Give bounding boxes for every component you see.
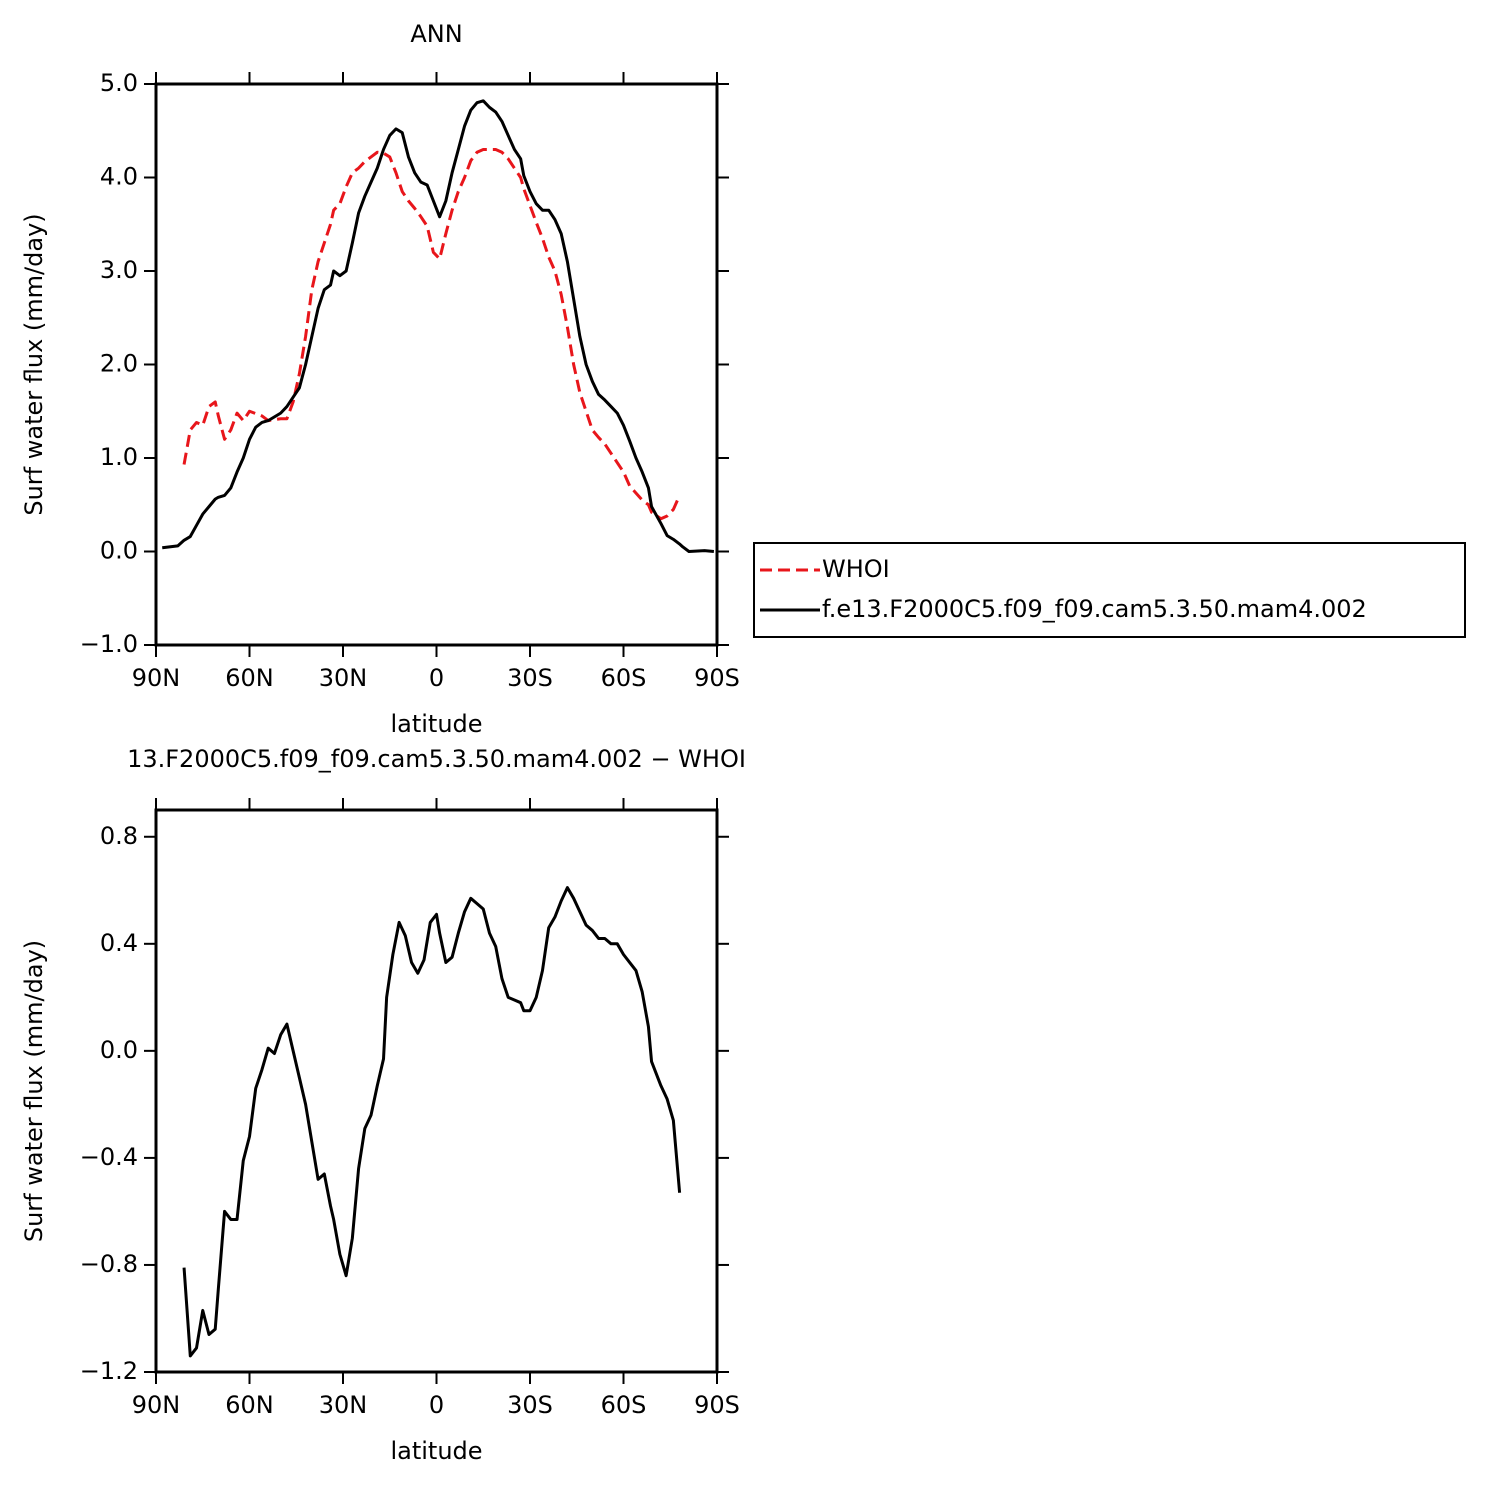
data-line xyxy=(182,886,682,1358)
data-line xyxy=(162,99,715,553)
legend-box xyxy=(753,542,1466,638)
x-tick-label: 30N xyxy=(319,1391,368,1419)
x-tick-label: 90N xyxy=(132,1391,181,1419)
chart-title: 13.F2000C5.f09_f09.cam5.3.50.mam4.002 − … xyxy=(127,745,746,773)
x-tick-label: 60S xyxy=(601,1391,647,1419)
y-tick-label: 1.0 xyxy=(100,443,138,471)
y-axis-label: Surf water flux (mm/day) xyxy=(20,940,48,1242)
x-tick-label: 30S xyxy=(507,1391,553,1419)
y-axis-label: Surf water flux (mm/day) xyxy=(20,213,48,515)
legend-label: WHOI xyxy=(822,555,890,583)
x-tick-label: 60S xyxy=(601,664,647,692)
plot-frame xyxy=(154,82,719,647)
y-tick-label: 4.0 xyxy=(100,163,138,191)
x-tick-label: 0 xyxy=(429,664,444,692)
x-tick-label: 30S xyxy=(507,664,553,692)
y-tick-label: 0.0 xyxy=(100,537,138,565)
legend-label: f.e13.F2000C5.f09_f09.cam5.3.50.mam4.002 xyxy=(822,595,1367,623)
y-tick-label: 2.0 xyxy=(100,350,138,378)
y-tick-label: −1.2 xyxy=(80,1357,138,1385)
y-tick-label: −1.0 xyxy=(80,630,138,658)
x-tick-label: 0 xyxy=(429,1391,444,1419)
y-tick-label: 0.8 xyxy=(100,822,138,850)
y-tick-label: −0.8 xyxy=(80,1250,138,1278)
x-axis-label: latitude xyxy=(390,710,482,738)
x-tick-label: 90S xyxy=(694,1391,740,1419)
y-tick-label: 5.0 xyxy=(100,69,138,97)
plot-frame xyxy=(154,808,719,1374)
x-tick-label: 60N xyxy=(225,1391,274,1419)
chart-title: ANN xyxy=(410,20,462,48)
x-tick-label: 30N xyxy=(319,664,368,692)
x-tick-label: 90S xyxy=(694,664,740,692)
y-tick-label: 3.0 xyxy=(100,256,138,284)
x-tick-label: 60N xyxy=(225,664,274,692)
x-axis-label: latitude xyxy=(390,1437,482,1465)
y-tick-label: −0.4 xyxy=(80,1143,138,1171)
x-tick-label: 90N xyxy=(132,664,181,692)
data-line xyxy=(182,147,681,521)
y-tick-label: 0.0 xyxy=(100,1036,138,1064)
y-tick-label: 0.4 xyxy=(100,929,138,957)
